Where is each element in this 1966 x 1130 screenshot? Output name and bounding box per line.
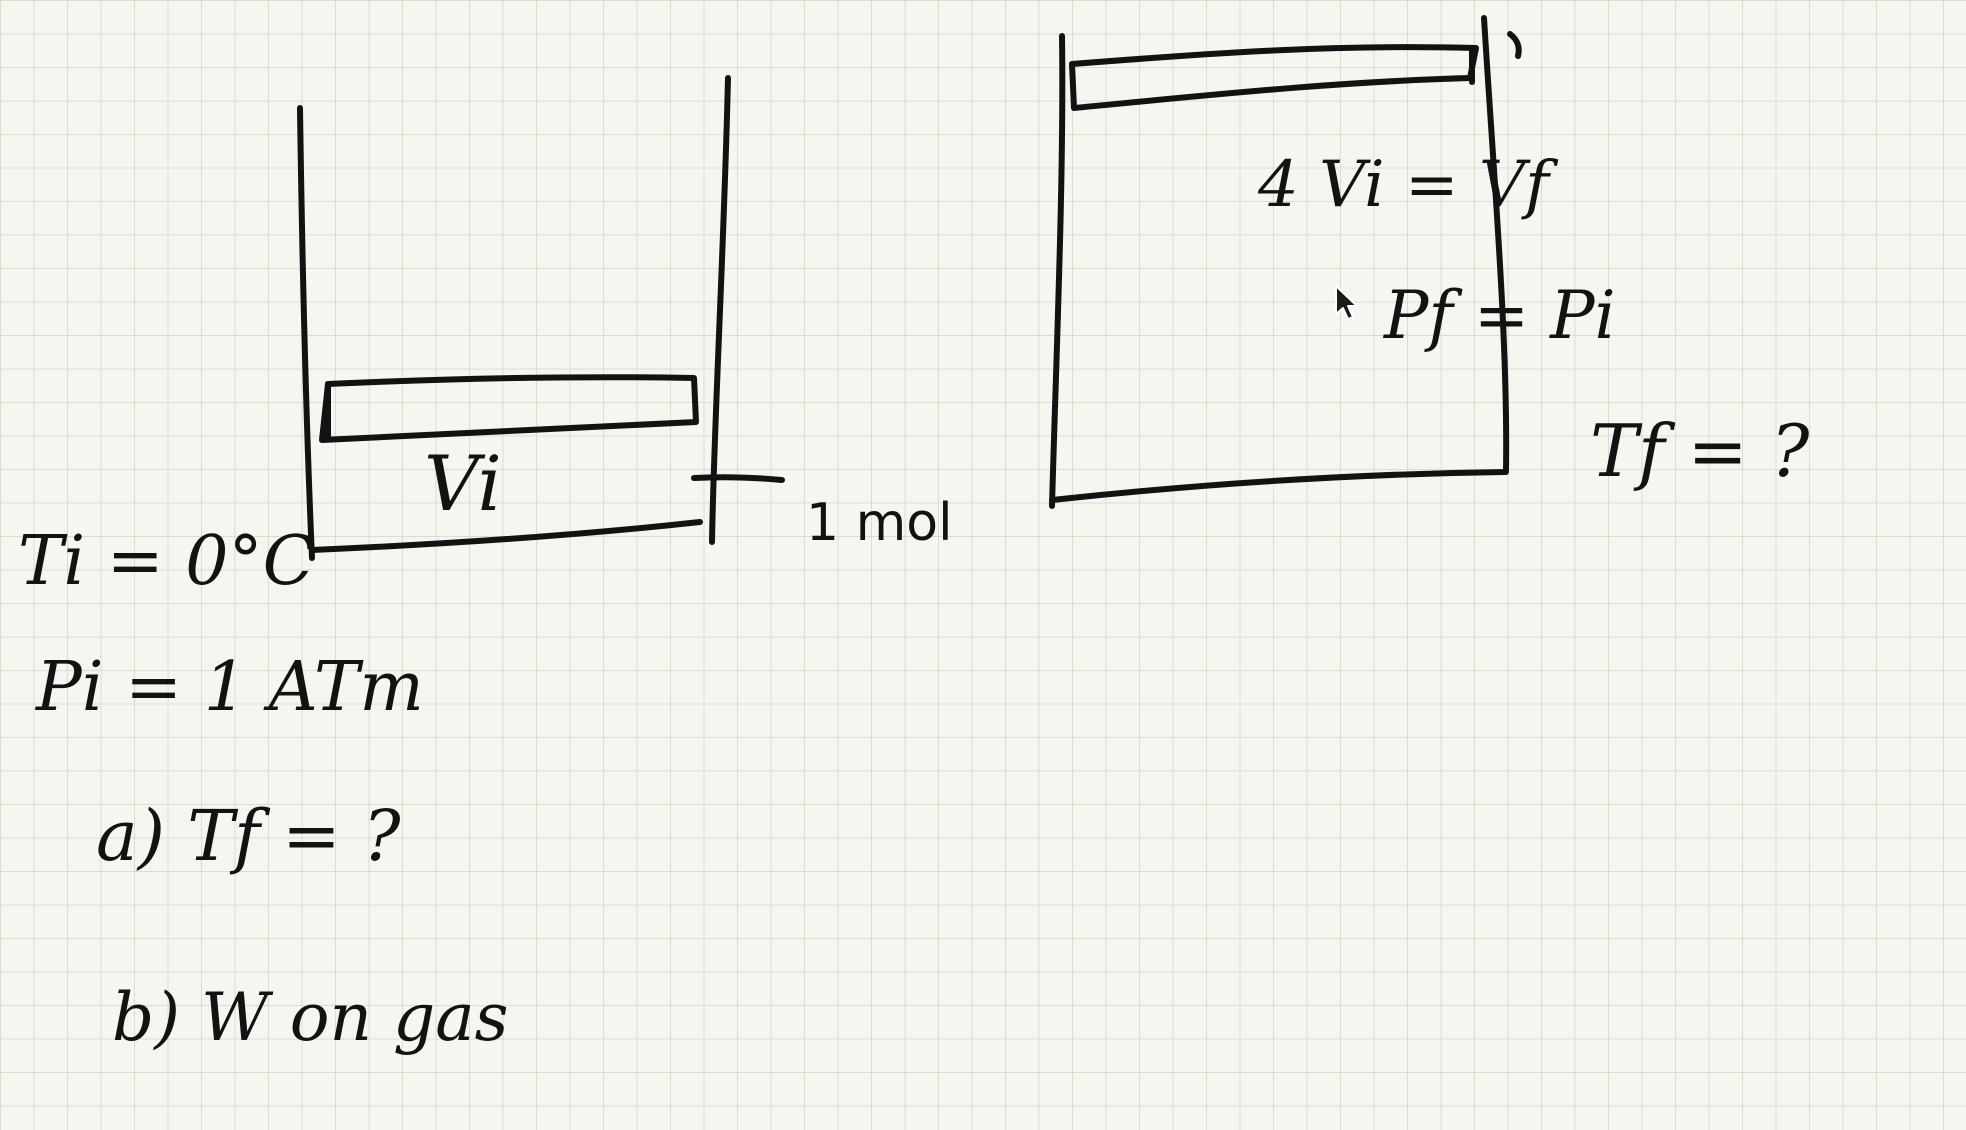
left-cylinder-right-wall — [709, 75, 731, 545]
pressure-relation: Pf = Pi — [1383, 277, 1616, 354]
mouse-pointer-icon — [1335, 285, 1358, 320]
left-piston — [319, 374, 699, 443]
right-cylinder-right-wall — [1481, 15, 1510, 473]
left-cylinder-left-wall — [297, 105, 315, 561]
left-volume-label: Vi — [424, 439, 502, 528]
left-cylinder — [297, 75, 785, 561]
initial-pressure: Pi = 1 ATm — [34, 648, 424, 727]
left-cylinder-bottom — [309, 519, 703, 553]
right-cylinder-left-wall — [1049, 33, 1066, 509]
right-cylinder-top-tick — [1507, 31, 1522, 59]
right-piston — [1069, 44, 1479, 111]
final-temperature-question: Tf = ? — [1590, 409, 1810, 493]
question-a: a) Tf = ? — [96, 795, 401, 877]
volume-relation: 4 Vi = Vf — [1257, 148, 1559, 222]
right-cylinder — [1049, 15, 1522, 509]
right-cylinder-bottom — [1049, 469, 1509, 503]
amount-pointer-line — [691, 474, 785, 483]
question-b: b) W on gas — [112, 979, 508, 1056]
amount-label: 1 mol — [806, 493, 953, 553]
initial-temperature: Ti = 0°C — [18, 522, 315, 601]
